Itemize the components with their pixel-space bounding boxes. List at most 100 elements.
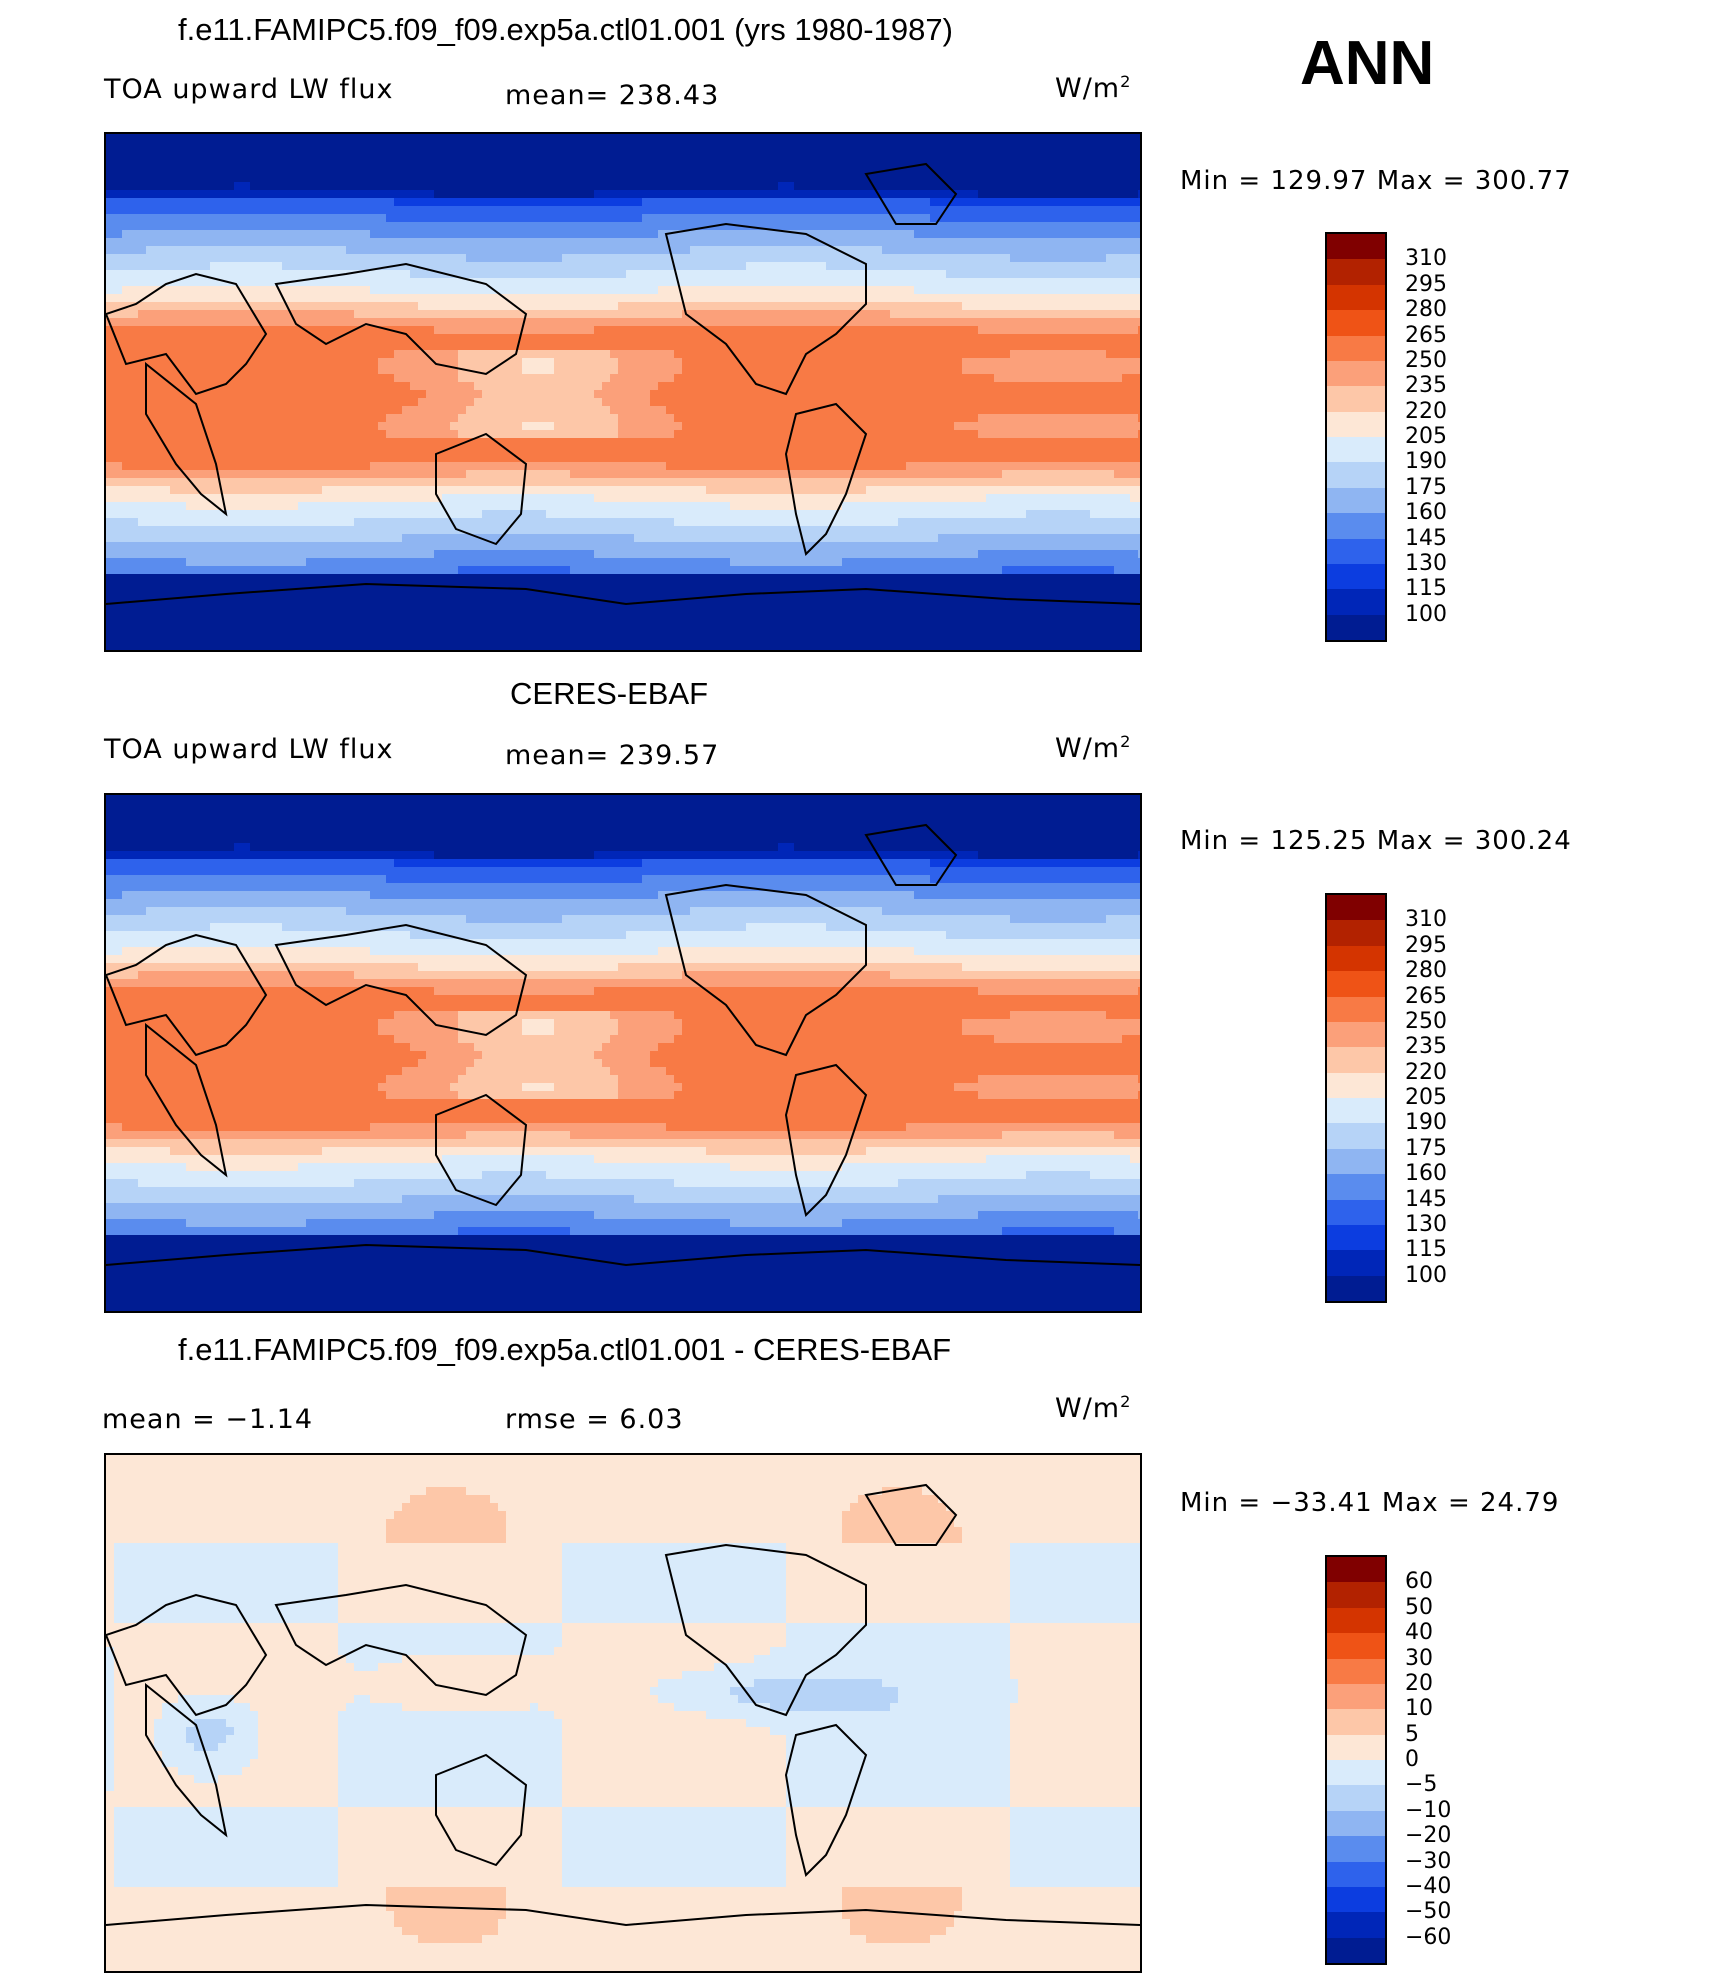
colorbar-segment (1327, 386, 1385, 413)
colorbar-tick-label: 220 (1405, 400, 1447, 423)
colorbar-tick-label: −10 (1405, 1799, 1451, 1822)
colorbar-tick-label: 250 (1405, 349, 1447, 372)
colorbar-segment (1327, 1785, 1385, 1812)
colorbar-tick-label: 40 (1405, 1622, 1433, 1644)
panel2-mean-label: mean= 239.57 (505, 740, 719, 771)
colorbar-segment (1327, 1557, 1385, 1584)
colorbar-segment (1327, 895, 1385, 922)
coastline (864, 1483, 958, 1546)
colorbar-segment (1327, 563, 1385, 591)
panel3-rmse-label: rmse = 6.03 (505, 1404, 684, 1435)
colorbar-tick-label: 160 (1405, 502, 1447, 524)
colorbar-segment (1327, 1658, 1385, 1685)
season-label: ANN (1300, 28, 1434, 99)
colorbar-tick-label: 10 (1405, 1698, 1433, 1720)
colorbar-tick-label: 115 (1405, 578, 1447, 600)
colorbar-segment (1327, 1836, 1385, 1863)
colorbar-segment (1327, 1607, 1385, 1635)
coastline (274, 923, 528, 1037)
colorbar-tick-label: 190 (1405, 1112, 1447, 1134)
colorbar-tick-label: −5 (1405, 1774, 1437, 1796)
coastline (274, 262, 528, 376)
colorbar-segment (1327, 411, 1385, 438)
colorbar-segment (1327, 1275, 1385, 1302)
panel3-colorbar (1325, 1555, 1387, 1965)
colorbar-segment (1327, 1148, 1385, 1176)
panel1-map (104, 132, 1142, 652)
panel2-title: CERES-EBAF (510, 676, 708, 712)
coastline (106, 1243, 1140, 1267)
colorbar-segment (1327, 1912, 1385, 1939)
colorbar-tick-label: 60 (1405, 1571, 1433, 1593)
colorbar-segment (1327, 513, 1385, 540)
colorbar-segment (1327, 1224, 1385, 1252)
panel3-mean-label: mean = −1.14 (102, 1404, 313, 1435)
colorbar-segment (1327, 335, 1385, 362)
colorbar-segment (1327, 1886, 1385, 1914)
colorbar-tick-label: 280 (1405, 299, 1447, 321)
colorbar-segment (1327, 259, 1385, 286)
panel2-map (104, 793, 1142, 1313)
colorbar-tick-label: 205 (1405, 426, 1447, 448)
panel2-variable-label: TOA upward LW flux (104, 734, 394, 765)
colorbar-segment (1327, 614, 1385, 641)
colorbar-segment (1327, 996, 1385, 1023)
colorbar-tick-label: −20 (1405, 1825, 1451, 1847)
colorbar-tick-label: 175 (1405, 476, 1447, 499)
colorbar-segment (1327, 1021, 1385, 1049)
colorbar-segment (1327, 1709, 1385, 1736)
panel3-map (104, 1453, 1142, 1973)
colorbar-tick-label: 100 (1405, 1264, 1447, 1287)
colorbar-segment (1327, 462, 1385, 489)
colorbar-segment (1327, 284, 1385, 312)
coastline (145, 1022, 228, 1178)
coastline (435, 1093, 528, 1207)
colorbar-tick-label: 175 (1405, 1137, 1447, 1160)
colorbar-tick-label: 145 (1405, 1188, 1447, 1211)
coastline (106, 272, 268, 396)
coastline (664, 222, 867, 396)
colorbar-segment (1327, 945, 1385, 973)
colorbar-segment (1327, 487, 1385, 515)
coastline (784, 402, 868, 556)
coastline (145, 361, 228, 517)
coastline (106, 933, 268, 1057)
panel1-units-label: W/m2 (1055, 72, 1131, 104)
coastline (664, 1543, 867, 1717)
colorbar-tick-label: 265 (1405, 985, 1447, 1008)
colorbar-tick-label: 310 (1405, 248, 1447, 270)
colorbar-segment (1327, 1734, 1385, 1761)
coastline (664, 883, 867, 1057)
colorbar-tick-label: 190 (1405, 451, 1447, 473)
colorbar-segment (1327, 1760, 1385, 1787)
colorbar-tick-label: 115 (1405, 1239, 1447, 1261)
colorbar-tick-label: 50 (1405, 1596, 1433, 1619)
colorbar-segment (1327, 1098, 1385, 1125)
colorbar-tick-label: 130 (1405, 552, 1447, 575)
colorbar-tick-label: 100 (1405, 603, 1447, 626)
colorbar-segment (1327, 1810, 1385, 1838)
colorbar-tick-label: 235 (1405, 375, 1447, 397)
panel1-colorbar (1325, 232, 1387, 642)
colorbar-tick-label: 30 (1405, 1647, 1433, 1670)
map-field-svg (106, 795, 1140, 1311)
colorbar-segment (1327, 1633, 1385, 1660)
colorbar-segment (1327, 1047, 1385, 1074)
panel3-minmax: Min = −33.41 Max = 24.79 (1180, 1488, 1559, 1518)
map-field-svg (106, 134, 1140, 650)
coastline (274, 1583, 528, 1697)
colorbar-tick-label: 130 (1405, 1213, 1447, 1236)
colorbar-segment (1327, 1582, 1385, 1609)
colorbar-segment (1327, 1861, 1385, 1888)
colorbar-tick-label: 220 (1405, 1061, 1447, 1084)
colorbar-segment (1327, 234, 1385, 261)
colorbar-segment (1327, 1683, 1385, 1711)
coastline (435, 1753, 528, 1867)
colorbar-tick-label: 235 (1405, 1036, 1447, 1058)
coastline (106, 1903, 1140, 1927)
colorbar-segment (1327, 1199, 1385, 1226)
colorbar-segment (1327, 310, 1385, 337)
colorbar-segment (1327, 971, 1385, 998)
colorbar-tick-label: 160 (1405, 1163, 1447, 1185)
panel2-units-label: W/m2 (1055, 732, 1131, 764)
